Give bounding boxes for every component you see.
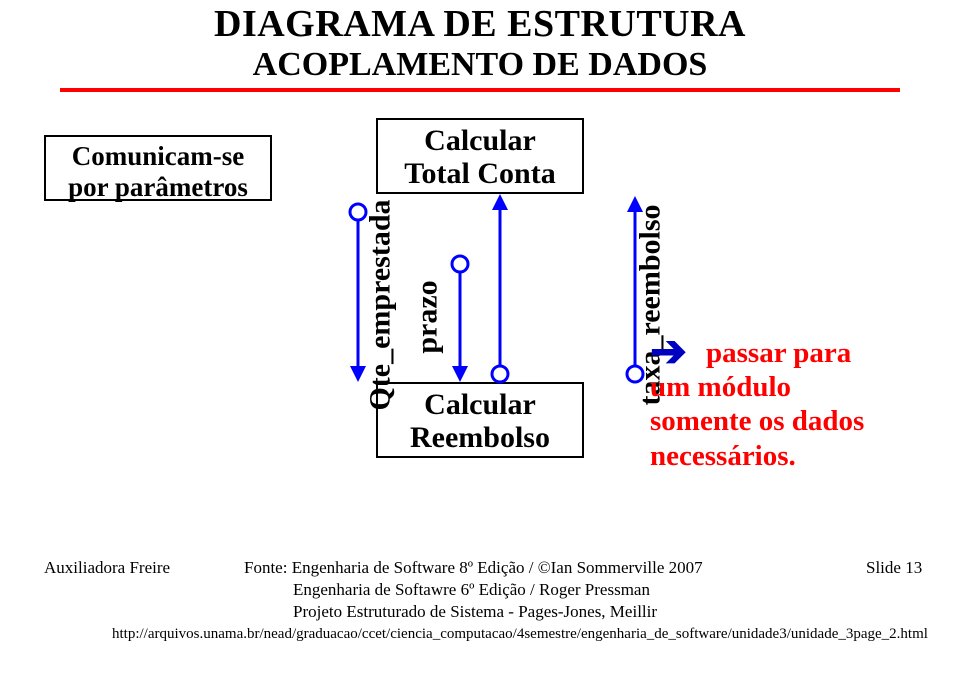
module-calc-reembolso-line1: Calcular (378, 388, 582, 421)
slide-canvas: DIAGRAMA DE ESTRUTURA ACOPLAMENTO DE DAD… (0, 0, 960, 677)
slide-title: DIAGRAMA DE ESTRUTURA ACOPLAMENTO DE DAD… (0, 4, 960, 83)
bullet-note-text: passar para um módulo somente os dados n… (706, 336, 864, 473)
coupling-result-up (492, 194, 508, 382)
module-calc-reembolso-box: Calcular Reembolso (376, 382, 584, 458)
bullet-line-4: necessários. (650, 439, 864, 473)
slide-number: Slide 13 (866, 558, 922, 578)
footer-source-line1: Fonte: Engenharia de Software 8º Edição … (244, 558, 703, 578)
title-line-2: ACOPLAMENTO DE DADOS (0, 46, 960, 83)
module-calc-total-line1: Calcular (378, 124, 582, 157)
footer-author: Auxiliadora Freire (44, 558, 170, 578)
bullet-line-3: somente os dados (650, 404, 864, 438)
module-calc-total-line2: Total Conta (378, 157, 582, 190)
footer-source-line2: Engenharia de Softawre 6º Edição / Roger… (293, 580, 650, 600)
footer-source-line3: Projeto Estruturado de Sistema - Pages-J… (293, 602, 657, 622)
module-calc-reembolso-line2: Reembolso (378, 421, 582, 454)
param-label-taxa: taxa_reembolso (550, 288, 650, 322)
param-label-qte: Qte_emprestada (275, 288, 375, 322)
note-comunicam-line2: por parâmetros (52, 172, 264, 203)
note-comunicam-line1: Comunicam-se (52, 141, 264, 172)
footer-url: http://arquivos.unama.br/nead/graduacao/… (112, 626, 928, 643)
bullet-line-1: passar para (706, 336, 864, 370)
bullet-line-2: um módulo (650, 370, 864, 404)
note-comunicam-box: Comunicam-se por parâmetros (44, 135, 272, 201)
param-label-prazo: prazo (388, 300, 468, 334)
title-underline (60, 88, 900, 92)
module-calc-total-box: Calcular Total Conta (376, 118, 584, 194)
title-line-1: DIAGRAMA DE ESTRUTURA (0, 4, 960, 46)
